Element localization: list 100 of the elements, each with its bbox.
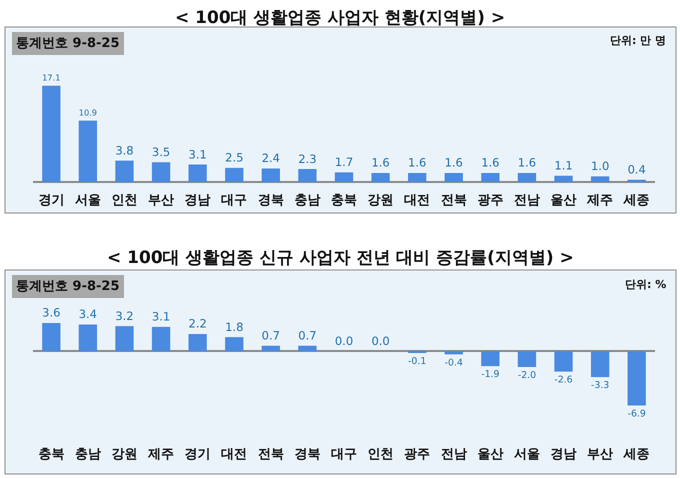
x-tick-label: 서울 (514, 447, 540, 462)
x-tick-label: 전북 (258, 447, 284, 462)
bar (554, 351, 573, 372)
x-tick-label: 울산 (550, 193, 577, 208)
bar (188, 164, 207, 182)
text: 단위: 만 명 (610, 34, 666, 47)
data-label: 3.2 (115, 308, 134, 323)
x-tick-label: 인천 (368, 447, 394, 462)
bar (188, 334, 207, 352)
data-label: 3.6 (42, 306, 60, 320)
x-tick-label: 경남 (550, 447, 577, 462)
data-label: 1.6 (408, 156, 426, 170)
x-tick-label: 경기 (38, 193, 64, 208)
x-tick-label: 충남 (74, 447, 101, 462)
bar (590, 176, 610, 182)
x-tick-label: 세종 (622, 193, 650, 208)
bar (42, 322, 60, 352)
data-label: 3.4 (78, 307, 97, 322)
x-tick-label: 서울 (74, 193, 101, 208)
text: 단위: % (625, 278, 666, 291)
x-tick-label: 세종 (622, 447, 650, 462)
bar (518, 173, 536, 182)
bar (152, 326, 170, 352)
x-tick-label: 전북 (440, 193, 467, 208)
text: 통계번호 9-8-25 (16, 279, 120, 294)
data-label: -0.4 (444, 357, 463, 368)
x-tick-label: 대전 (221, 447, 248, 462)
data-label: 1.8 (225, 320, 244, 334)
bar (518, 351, 536, 367)
x-tick-label: 제주 (147, 447, 174, 462)
x-tick-label: 부산 (587, 447, 614, 462)
x-tick-label: 경북 (294, 447, 320, 462)
chart-title: < 100대 생활업종 사업자 현황(지역별) > (175, 8, 506, 28)
bar (408, 173, 426, 182)
bar (42, 86, 60, 182)
x-tick-label: 경기 (184, 447, 211, 462)
bar (371, 173, 390, 182)
bar (298, 346, 317, 352)
data-label: 0.7 (262, 328, 280, 342)
data-label: -3.3 (590, 380, 610, 392)
bar (481, 351, 500, 366)
data-label: 1.6 (518, 156, 536, 170)
x-tick-label: 충북 (331, 193, 357, 208)
data-label: -0.1 (408, 356, 426, 368)
x-tick-label: 대구 (331, 447, 357, 462)
x-tick-label: 충남 (294, 193, 320, 208)
bar (628, 351, 646, 406)
chart-title: < 100대 생활업종 신규 사업자 전년 대비 증감률(지역별) > (107, 248, 574, 268)
x-tick-label: 강원 (368, 193, 394, 208)
data-label: 1.7 (334, 155, 354, 170)
data-label: 2.2 (188, 316, 207, 331)
data-label: 1.0 (590, 159, 610, 174)
data-label: 1.6 (481, 156, 500, 170)
data-label: 1.1 (554, 158, 573, 173)
bar (115, 160, 134, 182)
data-label: 0.7 (298, 328, 317, 342)
data-label: 3.8 (115, 143, 134, 158)
bar (298, 169, 317, 182)
x-tick-label: 광주 (404, 447, 430, 462)
bar (78, 120, 98, 182)
bar (225, 337, 244, 352)
bar (444, 351, 463, 354)
data-label: 3.5 (152, 145, 170, 160)
bar (115, 326, 134, 352)
bar (78, 324, 98, 352)
bar (481, 173, 500, 182)
x-tick-label: 인천 (111, 193, 138, 208)
data-label: 10.9 (78, 107, 98, 118)
x-tick-label: 대구 (221, 193, 248, 208)
bar (590, 351, 610, 378)
bar (225, 168, 244, 182)
text: 통계번호 9-8-25 (16, 36, 120, 51)
data-label: -2.0 (518, 370, 536, 381)
x-tick-label: 광주 (477, 193, 504, 208)
bar (262, 346, 280, 352)
x-tick-label: 충북 (38, 447, 64, 462)
x-tick-label: 대전 (404, 193, 430, 208)
x-tick-label: 부산 (148, 193, 174, 208)
bar (334, 172, 354, 182)
data-label: 3.1 (188, 147, 207, 162)
bar (554, 176, 573, 182)
data-label: 3.1 (152, 310, 170, 324)
data-label: -6.9 (628, 408, 646, 420)
data-label: 2.5 (225, 150, 244, 165)
data-label: 2.3 (298, 152, 317, 166)
x-tick-label: 강원 (111, 447, 138, 462)
x-tick-label: 제주 (586, 193, 614, 208)
data-label: 0.0 (371, 334, 390, 348)
x-tick-label: 전남 (440, 447, 467, 462)
x-tick-label: 경남 (184, 193, 211, 208)
data-label: 0.4 (628, 162, 646, 176)
x-tick-label: 울산 (477, 447, 504, 462)
data-label: 2.4 (262, 151, 280, 166)
data-label: 0.0 (334, 334, 354, 348)
data-label: 1.6 (371, 156, 390, 170)
data-label: -1.9 (481, 369, 500, 380)
bar (152, 162, 170, 182)
x-tick-label: 경북 (258, 193, 284, 208)
bar (444, 173, 463, 182)
data-label: -2.6 (554, 374, 573, 386)
